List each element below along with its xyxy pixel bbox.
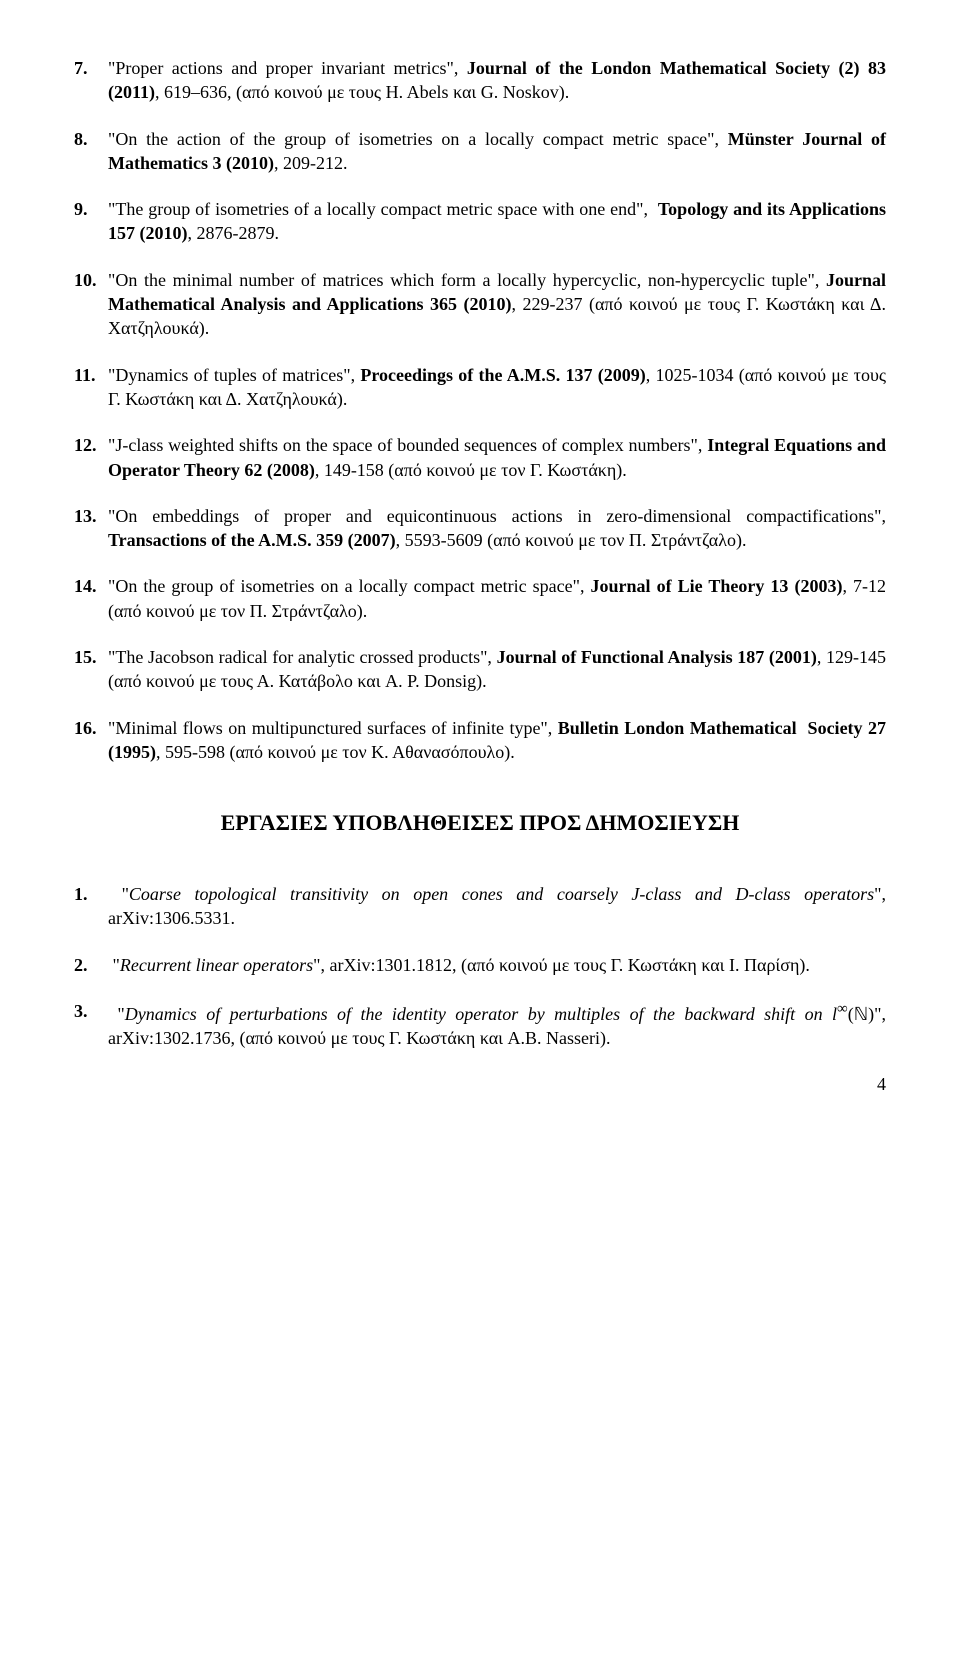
publications-list: 7."Proper actions and proper invariant m… — [74, 56, 886, 764]
item-number: 13. — [74, 504, 108, 553]
list-item: 3. "Dynamics of perturbations of the ide… — [74, 999, 886, 1051]
page-number: 4 — [74, 1072, 886, 1096]
item-body: "The Jacobson radical for analytic cross… — [108, 645, 886, 694]
list-item: 14."On the group of isometries on a loca… — [74, 574, 886, 623]
list-item: 10."On the minimal number of matrices wh… — [74, 268, 886, 341]
list-item: 13."On embeddings of proper and equicont… — [74, 504, 886, 553]
item-body: "On the action of the group of isometrie… — [108, 127, 886, 176]
section-heading: ΕΡΓΑΣΙΕΣ ΥΠΟΒΛΗΘΕΙΣΕΣ ΠΡΟΣ ΔΗΜΟΣΙΕΥΣΗ — [74, 808, 886, 838]
item-number: 2. — [74, 953, 108, 977]
list-item: 9."The group of isometries of a locally … — [74, 197, 886, 246]
list-item: 8."On the action of the group of isometr… — [74, 127, 886, 176]
submitted-list: 1. "Coarse topological transitivity on o… — [74, 882, 886, 1050]
item-number: 9. — [74, 197, 108, 246]
item-number: 7. — [74, 56, 108, 105]
list-item: 7."Proper actions and proper invariant m… — [74, 56, 886, 105]
list-item: 2. "Recurrent linear operators", arXiv:1… — [74, 953, 886, 977]
item-body: "Dynamics of perturbations of the identi… — [108, 999, 886, 1051]
item-body: "Proper actions and proper invariant met… — [108, 56, 886, 105]
item-number: 14. — [74, 574, 108, 623]
item-number: 15. — [74, 645, 108, 694]
item-number: 8. — [74, 127, 108, 176]
item-body: "Coarse topological transitivity on open… — [108, 882, 886, 931]
list-item: 12."J-class weighted shifts on the space… — [74, 433, 886, 482]
item-number: 3. — [74, 999, 108, 1051]
item-body: "Dynamics of tuples of matrices", Procee… — [108, 363, 886, 412]
item-number: 10. — [74, 268, 108, 341]
list-item: 11."Dynamics of tuples of matrices", Pro… — [74, 363, 886, 412]
item-body: "Minimal flows on multipunctured surface… — [108, 716, 886, 765]
item-body: "The group of isometries of a locally co… — [108, 197, 886, 246]
item-body: "J-class weighted shifts on the space of… — [108, 433, 886, 482]
item-number: 12. — [74, 433, 108, 482]
item-body: "On the group of isometries on a locally… — [108, 574, 886, 623]
item-number: 11. — [74, 363, 108, 412]
item-number: 16. — [74, 716, 108, 765]
list-item: 16."Minimal flows on multipunctured surf… — [74, 716, 886, 765]
list-item: 1. "Coarse topological transitivity on o… — [74, 882, 886, 931]
item-body: "On the minimal number of matrices which… — [108, 268, 886, 341]
item-body: "On embeddings of proper and equicontinu… — [108, 504, 886, 553]
item-number: 1. — [74, 882, 108, 931]
list-item: 15."The Jacobson radical for analytic cr… — [74, 645, 886, 694]
item-body: "Recurrent linear operators", arXiv:1301… — [108, 953, 886, 977]
